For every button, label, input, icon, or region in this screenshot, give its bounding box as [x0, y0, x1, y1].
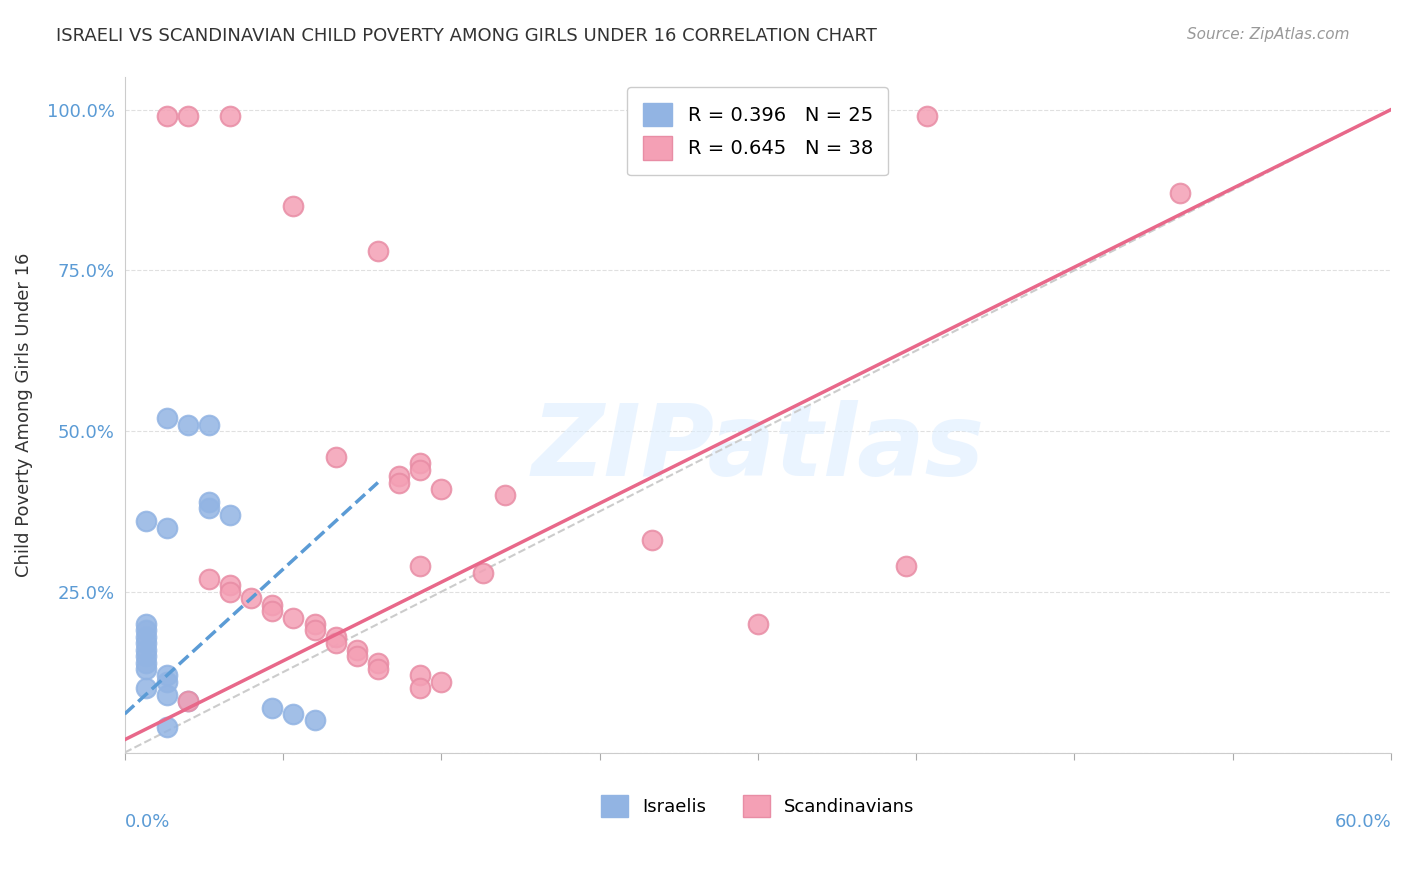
Text: ZIPatlas: ZIPatlas — [531, 401, 984, 497]
Text: Source: ZipAtlas.com: Source: ZipAtlas.com — [1187, 27, 1350, 42]
Point — [135, 636, 157, 650]
Point — [198, 495, 221, 509]
Point — [219, 109, 242, 123]
Point — [367, 662, 389, 676]
Point — [156, 109, 179, 123]
Point — [409, 668, 432, 682]
Point — [219, 578, 242, 592]
Point — [135, 624, 157, 638]
Point — [915, 109, 938, 123]
Point — [304, 714, 326, 728]
Point — [262, 700, 284, 714]
Point — [156, 520, 179, 534]
Point — [156, 720, 179, 734]
Point — [304, 624, 326, 638]
Point — [641, 533, 664, 548]
Point — [156, 411, 179, 425]
Point — [388, 469, 411, 483]
Point — [240, 591, 263, 606]
Y-axis label: Child Poverty Among Girls Under 16: Child Poverty Among Girls Under 16 — [15, 252, 32, 577]
Point — [262, 598, 284, 612]
Text: 60.0%: 60.0% — [1334, 814, 1391, 831]
Point — [219, 584, 242, 599]
Point — [409, 681, 432, 696]
Point — [135, 617, 157, 632]
Point — [135, 514, 157, 528]
Point — [219, 508, 242, 522]
Point — [1168, 186, 1191, 201]
Point — [346, 649, 368, 664]
Point — [283, 610, 305, 624]
Point — [283, 706, 305, 721]
Legend: Israelis, Scandinavians: Israelis, Scandinavians — [593, 789, 922, 824]
Point — [135, 630, 157, 644]
Point — [409, 456, 432, 470]
Text: ISRAELI VS SCANDINAVIAN CHILD POVERTY AMONG GIRLS UNDER 16 CORRELATION CHART: ISRAELI VS SCANDINAVIAN CHILD POVERTY AM… — [56, 27, 877, 45]
Point — [177, 694, 200, 708]
Point — [262, 604, 284, 618]
Point — [156, 668, 179, 682]
Point — [346, 642, 368, 657]
Point — [198, 501, 221, 516]
Point — [177, 417, 200, 432]
Point — [430, 482, 453, 496]
Point — [135, 642, 157, 657]
Point — [472, 566, 495, 580]
Point — [135, 681, 157, 696]
Point — [325, 450, 347, 464]
Point — [325, 636, 347, 650]
Point — [304, 617, 326, 632]
Point — [156, 688, 179, 702]
Point — [367, 656, 389, 670]
Point — [409, 463, 432, 477]
Point — [747, 617, 769, 632]
Point — [325, 630, 347, 644]
Point — [388, 475, 411, 490]
Point — [198, 417, 221, 432]
Point — [177, 109, 200, 123]
Point — [283, 199, 305, 213]
Point — [409, 559, 432, 574]
Point — [367, 244, 389, 258]
Point — [894, 559, 917, 574]
Text: 0.0%: 0.0% — [125, 814, 170, 831]
Point — [494, 488, 516, 502]
Point — [135, 656, 157, 670]
Point — [177, 694, 200, 708]
Point — [198, 572, 221, 586]
Point — [135, 662, 157, 676]
Point — [430, 674, 453, 689]
Point — [135, 649, 157, 664]
Point — [156, 674, 179, 689]
